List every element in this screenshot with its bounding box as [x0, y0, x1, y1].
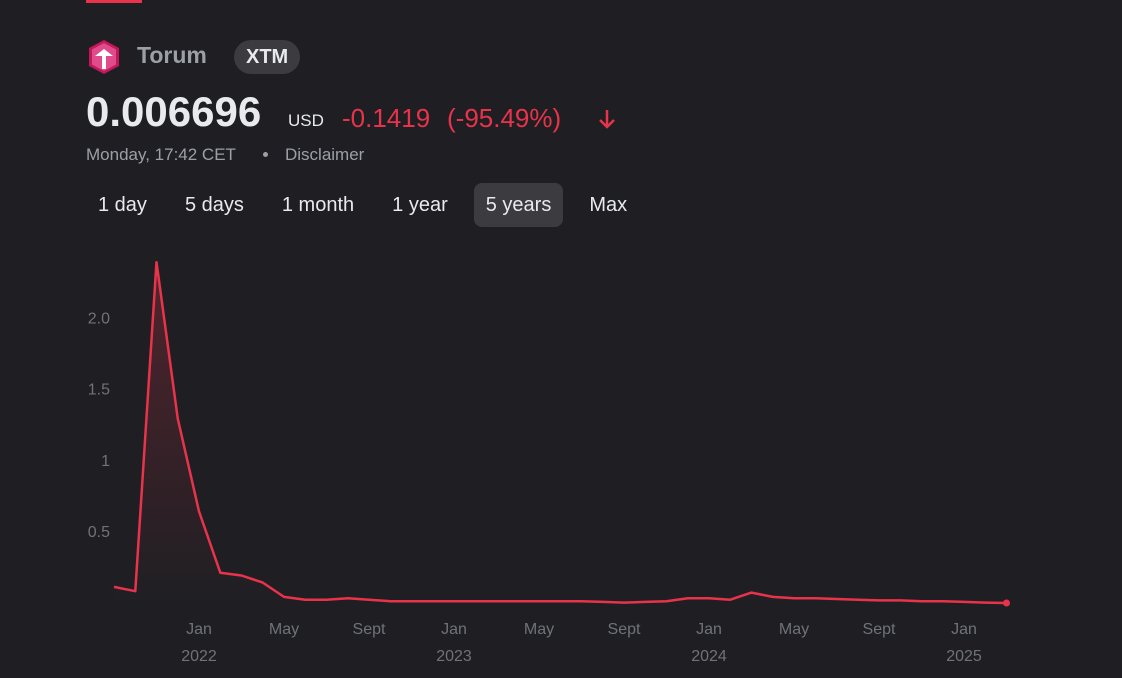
range-button[interactable]: 5 years	[473, 183, 564, 227]
range-button[interactable]: 1 year	[392, 194, 448, 216]
y-tick-label: 0.5	[88, 524, 110, 541]
range-button[interactable]: 1 day	[98, 194, 147, 216]
y-tick-label: 1.5	[88, 382, 110, 399]
price: 0.006696	[86, 88, 262, 135]
timestamp: Monday, 17:42 CET	[86, 145, 236, 164]
x-year-label: 2022	[181, 648, 217, 665]
x-tick-label: Jan	[696, 621, 722, 638]
disclaimer-link[interactable]: Disclaimer	[285, 145, 365, 164]
range-button[interactable]: 1 month	[281, 194, 355, 216]
tab-indicator	[86, 0, 142, 3]
down-arrow	[599, 110, 615, 129]
range-selector: 1 day 5 days 1 month 1 year 5 years Max	[86, 183, 639, 227]
y-tick-label: 2.0	[88, 310, 110, 327]
logo	[89, 40, 119, 74]
ticker-chip[interactable]: XTM	[234, 40, 301, 74]
x-tick-label: Jan	[441, 621, 467, 638]
x-tick-label: May	[524, 621, 554, 638]
area	[114, 262, 1007, 604]
chart: 0.5 1 1.5 2.0 Jan May Sept Jan May Sept Jan May Sept…	[88, 260, 1010, 665]
range-button[interactable]: 5 days	[184, 194, 244, 216]
x-tick-label: Jan	[186, 621, 212, 638]
line	[113, 260, 1007, 605]
x-year-label: 2023	[436, 648, 472, 665]
currency: USD	[288, 111, 324, 130]
x-tick-label: Sept	[353, 621, 386, 638]
x-tick-label: May	[269, 621, 299, 638]
percent-change: (-95.49%)	[447, 103, 562, 133]
range-button[interactable]: Max	[589, 194, 628, 216]
end-point	[1003, 599, 1010, 607]
y-tick-label: 1	[101, 453, 110, 470]
asset-name: Torum	[137, 42, 207, 68]
separator-dot	[263, 152, 268, 157]
x-year-label: 2024	[691, 648, 727, 665]
x-tick-label: Sept	[863, 621, 896, 638]
x-tick-label: May	[779, 621, 809, 638]
x-year-label: 2025	[946, 648, 982, 665]
x-tick-label: Sept	[608, 621, 641, 638]
x-tick-label: Jan	[951, 621, 977, 638]
price-change: -0.1419	[342, 103, 431, 133]
